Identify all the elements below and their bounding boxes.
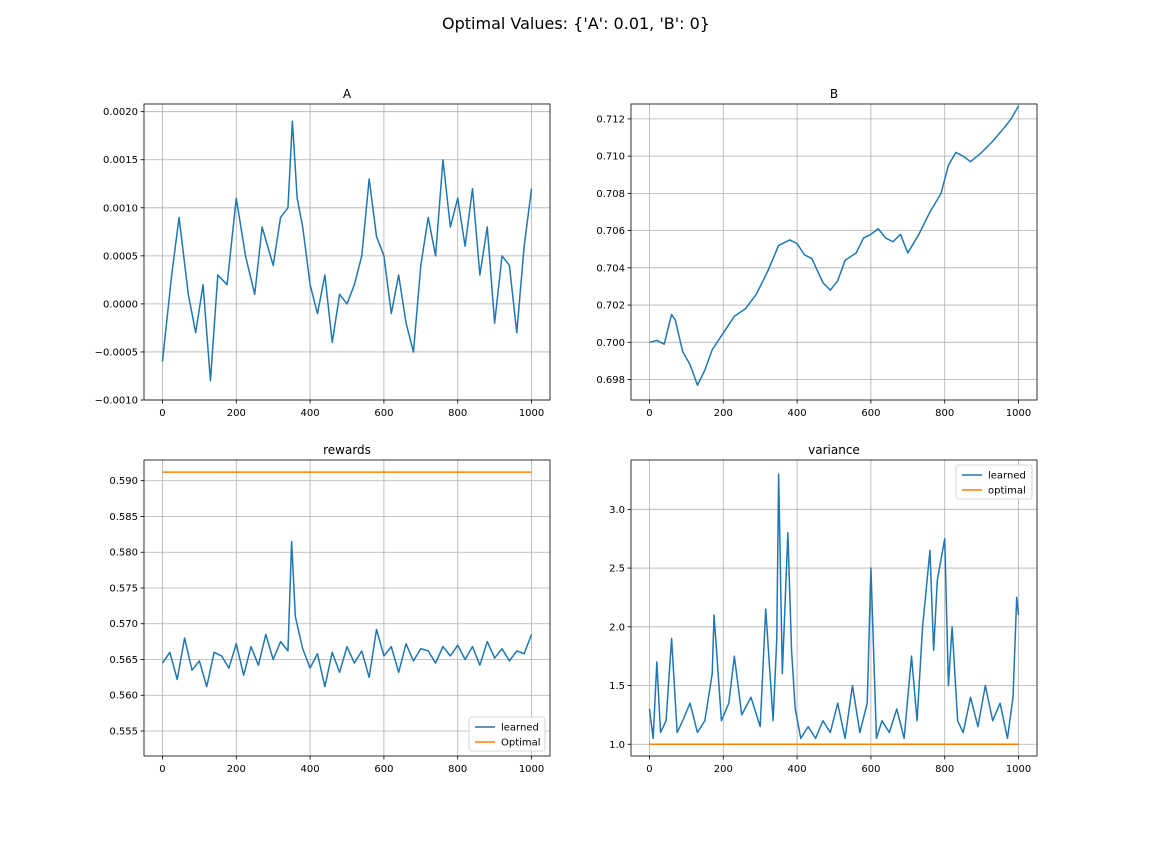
chart-rewards-xtick-label: 600 [374,764,393,775]
chart-rewards-ytick-label: 0.585 [109,512,138,523]
chart-rewards-xtick-label: 200 [227,764,246,775]
chart-variance-legend: learned optimal [955,464,1033,500]
chart-variance-frame [630,459,1038,757]
chart-rewards-legend-label-learned: learned [501,723,539,734]
chart-b-xtick-label: 600 [861,408,880,419]
subplot-variance: 0 200 400 600 800 1000 1.0 1.5 2.0 2.5 3.0 variance… [609,443,1038,775]
chart-a-xtick-label: 800 [448,408,467,419]
chart-b-ytick-label: 0.706 [596,226,625,237]
chart-variance-title: variance [808,443,860,457]
chart-a-ytick-label: 0.0010 [103,203,138,214]
chart-variance-ytick-label: 2.0 [609,622,625,633]
chart-rewards-xtick-label: 1000 [519,764,544,775]
chart-variance-legend-label-learned: learned [988,471,1026,482]
chart-rewards-ytick-label: 0.555 [109,726,138,737]
chart-b-series-learned-line [649,105,1020,386]
chart-variance-series-learned-line [648,473,1020,740]
chart-a-ytick-label: 0.0000 [103,299,138,310]
chart-rewards-xtick-label: 400 [301,764,320,775]
subplot-rewards: 0 200 400 600 800 1000 0.555 0.560 0.565 0.570 0.5… [109,443,551,775]
chart-a-ytick-label: −0.0005 [95,347,138,358]
chart-rewards-ytick-label: 0.565 [109,655,138,666]
chart-a-ytick-label: 0.0015 [103,155,138,166]
chart-rewards-legend: learned Optimal [468,716,546,752]
chart-a-ytick-label: 0.0005 [103,251,138,262]
chart-variance-ytick-label: 3.0 [609,505,625,516]
chart-variance-ytick-label: 2.5 [609,564,625,575]
chart-a-xtick-label: 400 [301,408,320,419]
chart-a-xtick-label: 0 [159,408,165,419]
chart-variance-legend-label-optimal: optimal [988,486,1026,497]
chart-b-ytick-label: 0.698 [596,375,625,386]
chart-rewards-ytick-label: 0.590 [109,476,138,487]
chart-rewards-xtick-label: 800 [448,764,467,775]
chart-rewards-title: rewards [323,443,371,457]
chart-variance-xtick-label: 400 [788,764,807,775]
subplot-b: 0 200 400 600 800 1000 0.698 0.700 0.702 0.704 0.7… [596,87,1038,419]
chart-rewards-ytick-label: 0.575 [109,583,138,594]
chart-b-ytick-label: 0.704 [596,263,625,274]
chart-a-title: A [343,87,352,101]
chart-b-ytick-label: 0.700 [596,338,625,349]
chart-rewards-ytick-label: 0.580 [109,548,138,559]
chart-a-xtick-label: 600 [374,408,393,419]
chart-a-xtick-label: 200 [227,408,246,419]
chart-variance-xtick-label: 600 [861,764,880,775]
chart-rewards-xtick-label: 0 [159,764,165,775]
chart-b-xtick-label: 200 [714,408,733,419]
chart-variance-xtick-label: 1000 [1006,764,1031,775]
chart-b-ytick-label: 0.708 [596,189,625,200]
chart-variance-ytick-label: 1.0 [609,740,625,751]
chart-variance-xtick-label: 0 [646,764,652,775]
chart-b-xtick-label: 1000 [1006,408,1031,419]
chart-b-ytick-label: 0.712 [596,114,625,125]
subplot-a: 0 200 400 600 800 1000 −0.0010 −0.0005 0.0000 0.0… [95,87,551,419]
chart-a-ytick-label: −0.0010 [95,396,138,407]
chart-b-xtick-label: 400 [788,408,807,419]
chart-rewards-ytick-label: 0.570 [109,619,138,630]
chart-rewards-frame [143,459,551,757]
chart-rewards-series-learned-line [161,540,533,688]
chart-variance-xtick-label: 200 [714,764,733,775]
chart-b-ytick-label: 0.710 [596,152,625,163]
figure-suptitle: Optimal Values: {'A': 0.01, 'B': 0} [442,14,710,33]
chart-b-xtick-label: 800 [935,408,954,419]
chart-variance-ytick-label: 1.5 [609,681,625,692]
chart-b-title: B [830,87,838,101]
chart-a-ytick-label: 0.0020 [103,107,138,118]
chart-rewards-legend-label-optimal: Optimal [501,738,541,749]
chart-a-series-learned-line [161,120,533,382]
chart-variance-xtick-label: 800 [935,764,954,775]
chart-b-ytick-label: 0.702 [596,301,625,312]
chart-rewards-ytick-label: 0.560 [109,691,138,702]
chart-a-xtick-label: 1000 [519,408,544,419]
chart-b-xtick-label: 0 [646,408,652,419]
chart-a-frame [143,103,551,401]
chart-b-frame [630,103,1038,401]
